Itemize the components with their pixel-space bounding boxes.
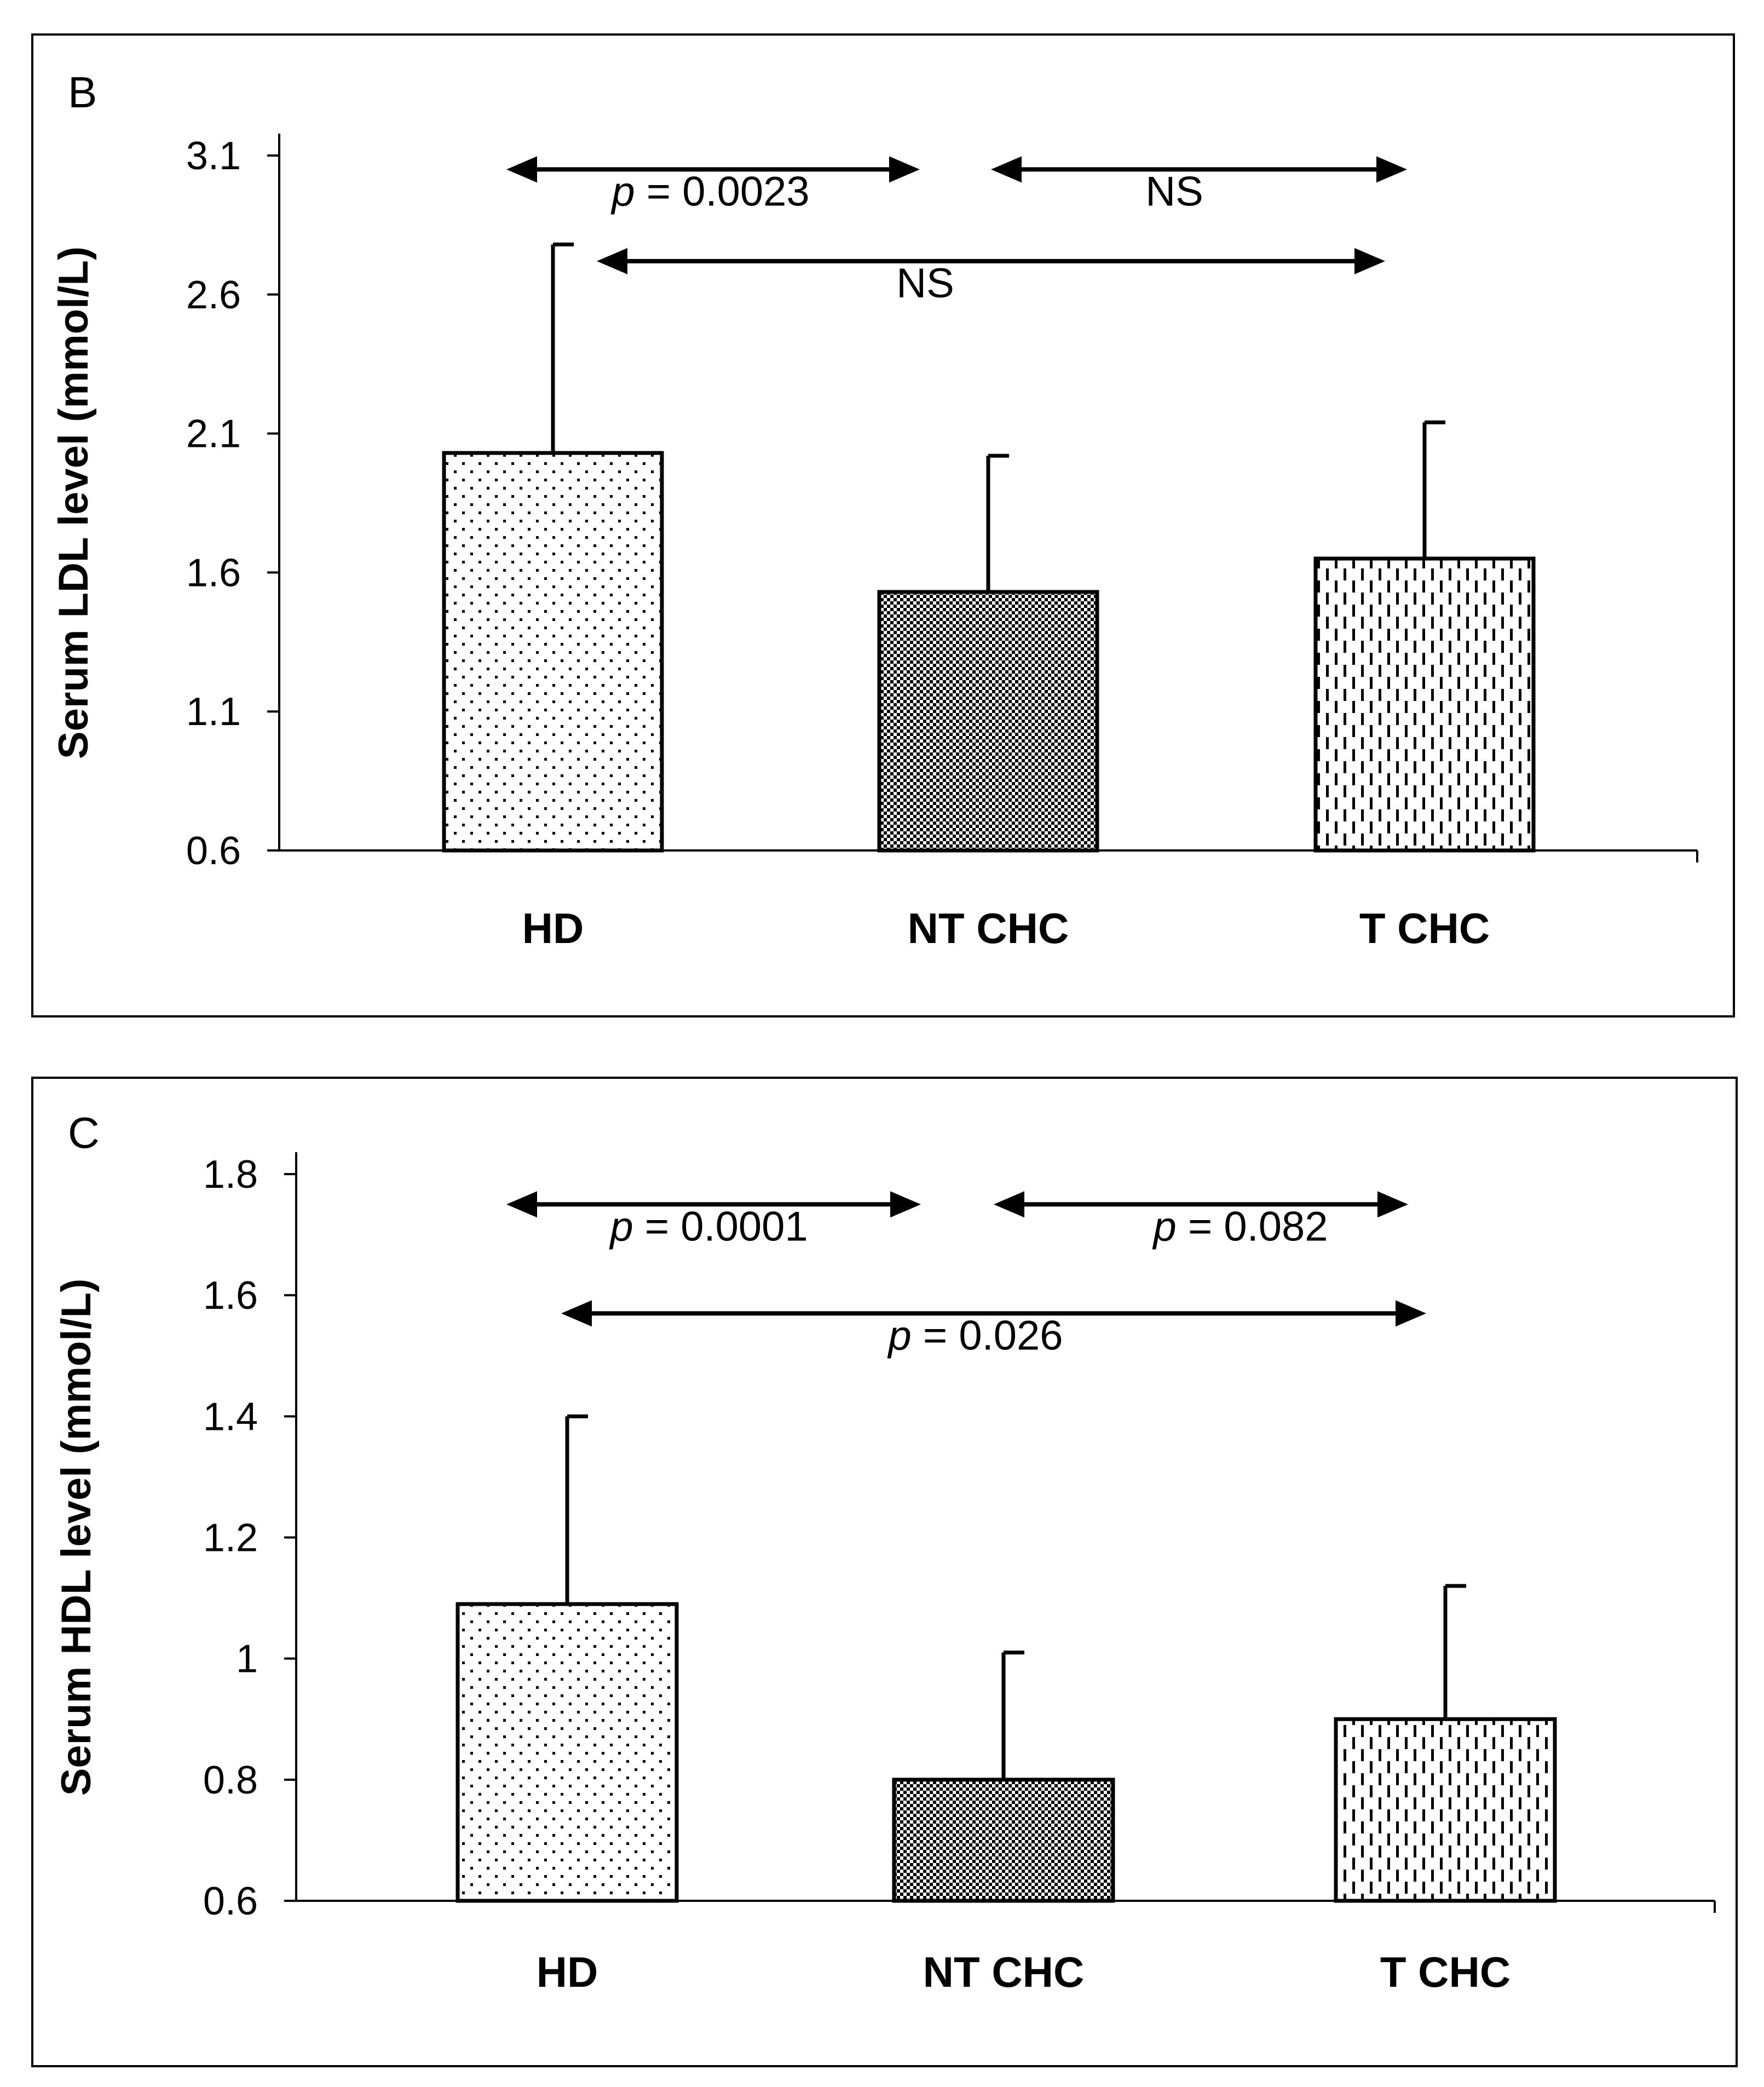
arrowhead-left	[991, 156, 1022, 183]
y-tick-label: 0.6	[203, 1879, 258, 1923]
bar	[442, 451, 664, 853]
arrowhead-right	[889, 156, 920, 183]
y-tick-label: 1	[236, 1637, 258, 1681]
bar	[877, 590, 1099, 853]
y-tick-label: 1.1	[186, 690, 241, 734]
category-label: T CHC	[1359, 904, 1490, 952]
y-tick-label: 2.6	[186, 273, 241, 317]
bar	[892, 1778, 1115, 1903]
arrowhead-left	[561, 1300, 592, 1327]
arrowhead-left	[506, 156, 537, 183]
bar	[456, 1602, 679, 1903]
arrowhead-left	[506, 1191, 537, 1218]
arrowhead-left	[597, 248, 627, 274]
comparison-label: p = 0.026	[887, 1312, 1063, 1359]
arrowhead-right	[1396, 1300, 1426, 1327]
y-tick-label: 1.2	[203, 1516, 258, 1560]
comparison-label: p = 0.0001	[609, 1203, 808, 1250]
arrowhead-right	[1377, 1191, 1408, 1218]
y-tick-label: 2.1	[186, 412, 241, 456]
category-label: NT CHC	[923, 1948, 1085, 1996]
panel-label: B	[68, 68, 97, 117]
arrowhead-right	[890, 1191, 921, 1218]
arrowhead-left	[994, 1191, 1024, 1218]
bar	[1334, 1717, 1557, 1903]
y-tick-label: 1.4	[203, 1395, 258, 1439]
panel-label: C	[68, 1108, 100, 1157]
y-tick-label: 1.8	[203, 1153, 258, 1197]
comparison-label: NS	[1145, 168, 1203, 215]
arrowhead-right	[1376, 156, 1407, 183]
y-axis-title: Serum HDL level (mmol/L)	[53, 1279, 100, 1796]
arrowhead-right	[1354, 248, 1385, 274]
y-tick-label: 1.6	[186, 551, 241, 595]
comparison-label: p = 0.0023	[610, 168, 809, 215]
y-axis-title: Serum LDL level (mmol/L)	[50, 246, 97, 759]
y-tick-label: 0.6	[186, 829, 241, 873]
y-tick-label: 1.6	[203, 1274, 258, 1318]
comparison-label: p = 0.082	[1152, 1203, 1328, 1250]
bar	[1313, 556, 1536, 853]
category-label: NT CHC	[908, 904, 1069, 952]
category-label: HD	[522, 904, 584, 952]
comparison-label: NS	[896, 260, 954, 307]
category-label: T CHC	[1380, 1948, 1511, 1996]
category-label: HD	[537, 1948, 598, 1996]
y-tick-label: 3.1	[186, 134, 241, 178]
panel-b: B	[31, 33, 1735, 1017]
y-tick-label: 0.8	[203, 1758, 258, 1802]
